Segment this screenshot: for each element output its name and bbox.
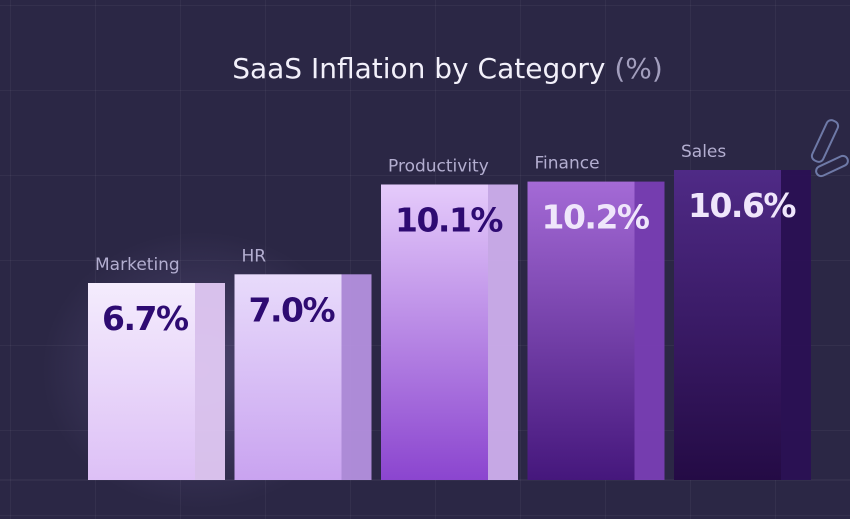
bar-hr: HR 7.0% [234,246,372,480]
bar-front-marketing [88,283,195,480]
category-label-marketing: Marketing [95,255,180,275]
value-label-marketing: 6.7% [102,299,189,338]
category-label-finance: Finance [535,154,600,174]
bar-front-sales [674,170,781,480]
bar-marketing: Marketing 6.7% [88,255,225,480]
category-label-productivity: Productivity [388,156,489,176]
chart-title: SaaS Inflation by Category (%) [0,52,850,85]
bars-layer: Marketing 6.7% HR 7.0% Productivity 10.1% Fina… [88,142,811,481]
value-label-sales: 10.6% [688,186,796,225]
value-label-productivity: 10.1% [395,200,503,239]
category-label-sales: Sales [681,142,726,162]
value-label-hr: 7.0% [249,290,336,329]
bar-side-finance [634,181,665,481]
bar-finance: Finance 10.2% [527,154,665,481]
bar-front-hr [234,274,342,480]
chart-title-unit: (%) [614,52,663,85]
bar-side-hr [341,274,372,480]
bar-front-productivity [381,184,488,480]
bar-side-marketing [195,283,225,480]
bar-productivity: Productivity 10.1% [381,156,518,480]
value-label-finance: 10.2% [542,198,650,237]
bar-side-sales [781,170,811,480]
bar-front-finance [527,181,635,481]
bar-sales: Sales 10.6% [674,142,811,480]
bar-side-productivity [488,184,518,480]
category-label-hr: HR [242,246,267,266]
chart-title-text: SaaS Inflation by Category [232,52,606,85]
